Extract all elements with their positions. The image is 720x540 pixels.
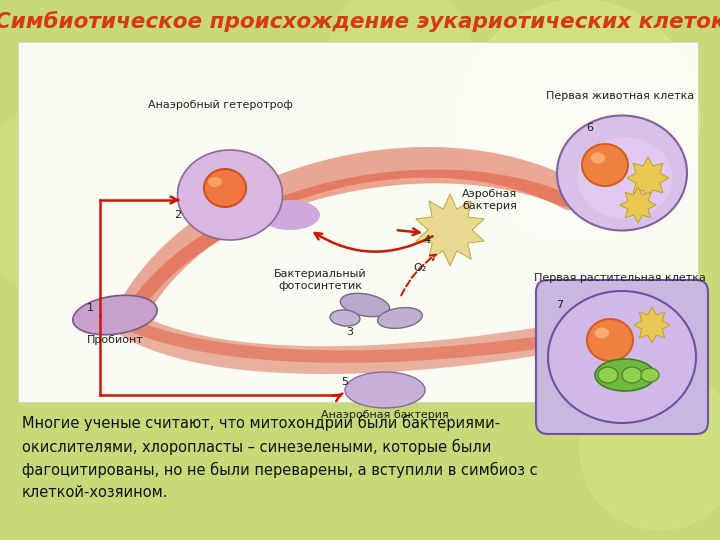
Text: 1: 1 [86,303,94,313]
Text: 4: 4 [423,235,431,245]
Ellipse shape [330,310,360,326]
Ellipse shape [598,367,618,383]
Text: 3: 3 [346,327,354,337]
Polygon shape [634,307,670,343]
Text: 5: 5 [341,377,348,387]
Ellipse shape [208,177,222,187]
Ellipse shape [0,110,140,290]
Polygon shape [415,194,485,266]
Text: Первая растительная клетка: Первая растительная клетка [534,273,706,283]
Ellipse shape [577,137,672,219]
Text: Бактериальный
фотосинтетик: Бактериальный фотосинтетик [274,269,366,291]
Ellipse shape [557,116,687,231]
Ellipse shape [548,291,696,423]
Text: Многие ученые считают, что митохондрии были бактериями-
окислителями, хлоропласт: Многие ученые считают, что митохондрии б… [22,415,538,500]
Ellipse shape [580,370,720,530]
Ellipse shape [260,200,320,230]
Text: 2: 2 [174,210,181,220]
Text: Пробионт: Пробионт [86,335,143,345]
Ellipse shape [500,200,700,400]
Polygon shape [627,157,669,199]
Ellipse shape [330,0,470,120]
Text: Симбиотическое происхождение эукариотических клеток: Симбиотическое происхождение эукариотиче… [0,11,720,32]
FancyBboxPatch shape [18,42,698,402]
Text: Аэробная
бактерия: Аэробная бактерия [462,189,518,211]
Ellipse shape [595,359,655,391]
FancyBboxPatch shape [536,280,708,434]
Text: Анаэробная бактерия: Анаэробная бактерия [321,410,449,420]
Ellipse shape [641,368,659,382]
Text: 6: 6 [587,123,593,133]
Ellipse shape [341,293,390,316]
Ellipse shape [591,152,605,164]
Ellipse shape [595,327,609,339]
Ellipse shape [622,367,642,383]
Ellipse shape [345,372,425,408]
Text: Анаэробный гетеротроф: Анаэробный гетеротроф [148,100,292,110]
Text: O₂: O₂ [413,263,427,273]
Ellipse shape [204,169,246,207]
Ellipse shape [178,150,282,240]
Ellipse shape [73,295,157,335]
Text: 7: 7 [557,300,564,310]
Ellipse shape [378,308,423,328]
Ellipse shape [582,144,628,186]
Text: Первая животная клетка: Первая животная клетка [546,91,694,101]
Ellipse shape [587,319,633,361]
Ellipse shape [460,0,700,240]
Polygon shape [620,187,656,223]
